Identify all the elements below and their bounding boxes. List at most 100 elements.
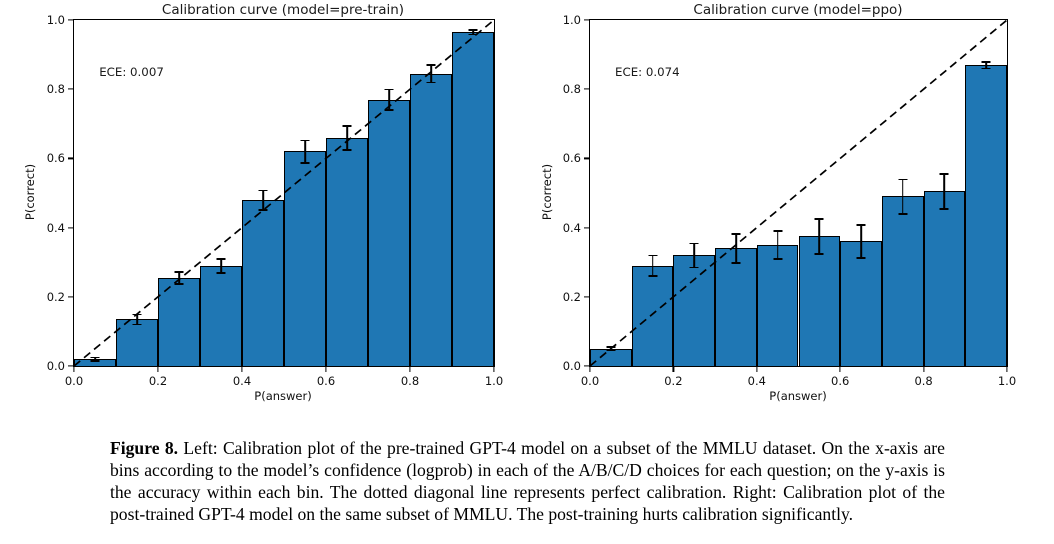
y-tick-label: 0.4 bbox=[562, 220, 581, 235]
error-bar-line bbox=[985, 61, 987, 69]
error-bar-cap-top bbox=[731, 233, 741, 235]
error-bar-cap-top bbox=[258, 189, 268, 192]
error-bar-cap-top bbox=[90, 356, 100, 359]
x-tick-label: 0.8 bbox=[400, 374, 420, 388]
error-bar-cap-top bbox=[384, 88, 394, 91]
chart-title: Calibration curve (model=pre-train) bbox=[161, 2, 405, 18]
x-tick-mark bbox=[1006, 366, 1008, 372]
x-tick-label: 0.0 bbox=[64, 374, 84, 388]
error-bar-line bbox=[262, 190, 264, 210]
error-bar-cap-bottom bbox=[258, 209, 268, 211]
ppo-calibration-chart: Calibration curve (model=ppo) P(correct)… bbox=[527, 0, 1054, 412]
x-tick-mark bbox=[325, 366, 327, 372]
calibration-bar bbox=[631, 265, 674, 366]
error-bar-cap-bottom bbox=[939, 207, 949, 210]
error-bar-cap-bottom bbox=[90, 360, 100, 362]
figure-caption-text: Left: Calibration plot of the pre-traine… bbox=[110, 437, 945, 524]
y-tick-label: 0.6 bbox=[562, 151, 581, 166]
error-bar-cap-bottom bbox=[773, 258, 783, 260]
x-tick-label: 0.4 bbox=[232, 374, 252, 388]
error-bar-line bbox=[136, 314, 138, 325]
x-tick-mark bbox=[839, 366, 841, 372]
calibration-bar bbox=[326, 137, 368, 366]
chart-title: Calibration curve (model=ppo) bbox=[693, 2, 903, 18]
y-tick-label: 0.0 bbox=[46, 359, 65, 373]
x-tick-mark bbox=[923, 366, 925, 372]
calibration-bar bbox=[798, 236, 841, 366]
y-tick-mark bbox=[584, 157, 590, 159]
pretrain-calibration-chart: Calibration curve (model=pre-train) P(co… bbox=[0, 0, 527, 412]
error-bar-cap-bottom bbox=[898, 213, 908, 215]
x-tick-label: 1.0 bbox=[484, 374, 504, 388]
calibration-bar bbox=[715, 248, 757, 366]
error-bar-cap-bottom bbox=[606, 349, 616, 352]
pretrain-plot-area: ECE: 0.007 0.0 0.2 0.4 0.6 0.8 1.0 0.0 0.2 0.4 0.… bbox=[47, 13, 503, 388]
calibration-bar bbox=[840, 241, 882, 366]
x-tick-mark bbox=[672, 366, 674, 372]
calibration-bar bbox=[452, 32, 494, 366]
y-tick-label: 0.6 bbox=[46, 151, 65, 166]
x-tick-label: 0.4 bbox=[747, 374, 766, 388]
x-axis-label: P(answer) bbox=[254, 389, 312, 403]
calibration-bar bbox=[965, 64, 1007, 366]
error-bar-cap-bottom bbox=[216, 272, 226, 274]
calibration-bar bbox=[368, 99, 410, 366]
error-bar-line bbox=[693, 243, 696, 268]
y-tick-label: 1.0 bbox=[562, 13, 581, 27]
y-tick-mark bbox=[68, 296, 74, 298]
error-bar-cap-bottom bbox=[856, 257, 866, 260]
x-tick-mark bbox=[756, 366, 758, 372]
y-tick-mark bbox=[68, 227, 74, 229]
y-tick-mark bbox=[584, 88, 590, 90]
error-bar-cap-top bbox=[300, 139, 310, 142]
y-tick-mark bbox=[68, 88, 74, 90]
y-tick-label: 0.8 bbox=[46, 82, 65, 97]
calibration-bar bbox=[116, 319, 158, 366]
y-tick-mark bbox=[584, 296, 590, 298]
error-bar-line bbox=[651, 255, 654, 277]
error-bar-cap-top bbox=[342, 124, 352, 127]
x-tick-mark bbox=[409, 366, 411, 372]
ppo-plot-area: ECE: 0.074 0.0 0.2 0.4 0.6 0.8 1.0 0.0 0.2 0.4 0.… bbox=[563, 13, 1016, 388]
error-bar-cap-bottom bbox=[981, 67, 991, 70]
error-bar-cap-top bbox=[814, 218, 824, 220]
y-tick-mark bbox=[584, 227, 590, 229]
x-tick-label: 1.0 bbox=[997, 374, 1017, 388]
error-bar-line bbox=[943, 173, 946, 209]
y-tick-mark bbox=[68, 157, 74, 159]
error-bar-line bbox=[220, 258, 222, 273]
error-bar-line bbox=[735, 233, 737, 263]
x-tick-mark bbox=[493, 366, 495, 372]
x-tick-label: 0.8 bbox=[914, 374, 933, 388]
error-bar-cap-top bbox=[981, 60, 991, 63]
y-tick-mark bbox=[584, 19, 590, 21]
error-bar-cap-top bbox=[216, 258, 226, 260]
error-bar-line bbox=[610, 346, 612, 351]
figure-caption-label: Figure 8. bbox=[110, 437, 179, 458]
error-bar-cap-bottom bbox=[689, 266, 699, 269]
y-axis-label: P(correct) bbox=[540, 163, 554, 221]
error-bar-cap-bottom bbox=[132, 323, 142, 326]
error-bar-line bbox=[346, 125, 348, 150]
ece-annotation: ECE: 0.007 bbox=[99, 64, 164, 79]
error-bar-cap-top bbox=[132, 313, 142, 316]
error-bar-cap-bottom bbox=[174, 283, 184, 285]
error-bar-cap-top bbox=[856, 224, 866, 226]
calibration-bar bbox=[200, 265, 242, 366]
calibration-bar bbox=[756, 244, 799, 366]
error-bar-line bbox=[860, 224, 862, 259]
error-bar-line bbox=[178, 271, 180, 284]
figure-caption: Figure 8. Left: Calibration plot of the … bbox=[110, 437, 945, 525]
error-bar-cap-top bbox=[426, 64, 436, 66]
error-bar-cap-bottom bbox=[814, 252, 824, 255]
error-bar-line bbox=[430, 64, 432, 83]
calibration-bar bbox=[158, 277, 200, 366]
error-bar-cap-bottom bbox=[426, 81, 436, 84]
x-tick-mark bbox=[589, 366, 591, 372]
error-bar-cap-top bbox=[606, 346, 616, 348]
error-bar-cap-bottom bbox=[731, 262, 741, 264]
x-tick-label: 0.6 bbox=[316, 374, 336, 388]
x-tick-mark bbox=[241, 366, 243, 372]
y-tick-mark bbox=[68, 19, 74, 21]
x-tick-label: 0.2 bbox=[664, 374, 683, 388]
